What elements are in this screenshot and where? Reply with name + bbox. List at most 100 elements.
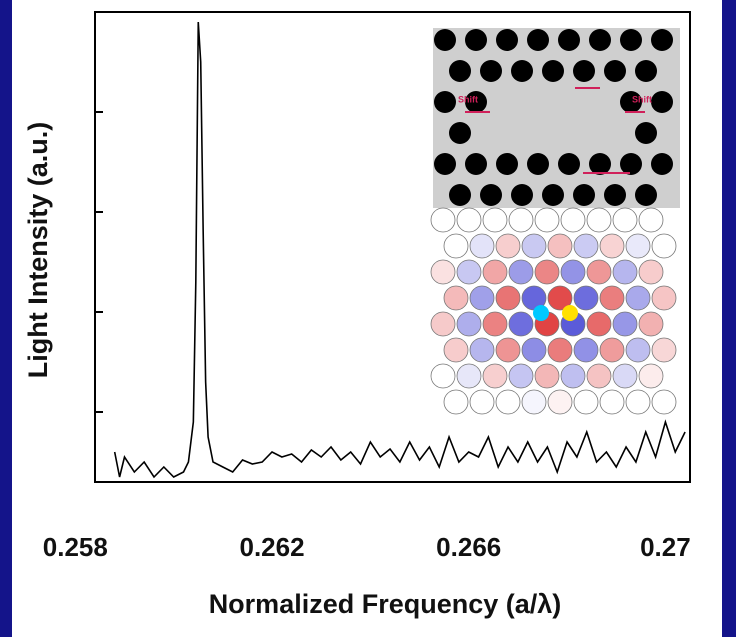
field-cell	[521, 389, 547, 415]
hole	[635, 60, 657, 82]
field-cell	[482, 207, 508, 233]
hole	[620, 91, 642, 113]
hole	[527, 153, 549, 175]
field-cell	[638, 363, 664, 389]
field-cell	[599, 285, 625, 311]
field-cell	[456, 259, 482, 285]
hole	[589, 153, 611, 175]
field-cell	[586, 259, 612, 285]
field-cell	[508, 311, 534, 337]
field-cell	[625, 233, 651, 259]
field-cell	[560, 259, 586, 285]
x-tick-label: 0.262	[239, 532, 304, 562]
field-cell	[586, 207, 612, 233]
hole	[558, 29, 580, 51]
hole	[480, 60, 502, 82]
field-cell	[651, 285, 677, 311]
plot-frame	[94, 11, 691, 483]
hole	[465, 29, 487, 51]
hole	[573, 184, 595, 206]
field-cell	[469, 233, 495, 259]
field-cell	[443, 337, 469, 363]
field-cell	[612, 259, 638, 285]
hole	[465, 91, 487, 113]
field-cell	[482, 259, 508, 285]
field-cell	[560, 363, 586, 389]
field-cell	[508, 207, 534, 233]
field-cell	[495, 337, 521, 363]
field-cell	[469, 389, 495, 415]
field-cell	[573, 389, 599, 415]
hole	[651, 153, 673, 175]
field-cell	[547, 389, 573, 415]
field-cell	[521, 233, 547, 259]
hole	[449, 184, 471, 206]
field-cell	[573, 233, 599, 259]
field-cell	[625, 285, 651, 311]
field-cell	[430, 311, 456, 337]
field-cell	[651, 337, 677, 363]
field-cell	[456, 207, 482, 233]
field-cell	[534, 363, 560, 389]
field-cell	[547, 233, 573, 259]
field-cell	[495, 285, 521, 311]
field-cell	[560, 207, 586, 233]
field-cell	[521, 337, 547, 363]
hole	[496, 29, 518, 51]
field-cell	[508, 259, 534, 285]
field-cell	[534, 207, 560, 233]
hole	[496, 153, 518, 175]
field-core	[533, 305, 549, 321]
hole	[434, 91, 456, 113]
hole	[635, 184, 657, 206]
field-cell	[495, 389, 521, 415]
hole	[620, 29, 642, 51]
hole	[480, 184, 502, 206]
hole	[465, 153, 487, 175]
hole	[604, 60, 626, 82]
field-core	[562, 305, 578, 321]
field-cell	[573, 285, 599, 311]
field-cell	[638, 311, 664, 337]
hole	[511, 184, 533, 206]
field-cell	[547, 285, 573, 311]
field-cell	[482, 363, 508, 389]
field-cell	[638, 207, 664, 233]
inset-label: Shift	[632, 94, 652, 104]
inset-structure	[433, 28, 680, 208]
field-cell	[456, 311, 482, 337]
hole	[434, 29, 456, 51]
field-cell	[586, 311, 612, 337]
x-tick-label: 0.266	[436, 532, 501, 562]
field-cell	[443, 285, 469, 311]
hole	[651, 91, 673, 113]
x-tick-label: 0.258	[43, 532, 108, 562]
field-cell	[612, 363, 638, 389]
spectrum-line	[113, 21, 686, 479]
field-cell	[469, 285, 495, 311]
field-cell	[469, 337, 495, 363]
field-cell	[625, 337, 651, 363]
hole	[589, 29, 611, 51]
field-cell	[599, 233, 625, 259]
hole	[511, 60, 533, 82]
field-cell	[547, 337, 573, 363]
field-cell	[586, 363, 612, 389]
field-cell	[651, 233, 677, 259]
hole	[573, 60, 595, 82]
hole	[542, 60, 564, 82]
hole	[635, 122, 657, 144]
x-tick-label: 0.27	[640, 532, 691, 562]
field-cell	[534, 259, 560, 285]
inset-label: Shift	[458, 94, 478, 104]
field-cell	[430, 363, 456, 389]
field-cell	[430, 259, 456, 285]
field-cell	[430, 207, 456, 233]
hole	[620, 153, 642, 175]
field-cell	[443, 233, 469, 259]
x-axis-label: Normalized Frequency (a/λ)	[209, 589, 562, 619]
hole	[542, 184, 564, 206]
field-cell	[482, 311, 508, 337]
